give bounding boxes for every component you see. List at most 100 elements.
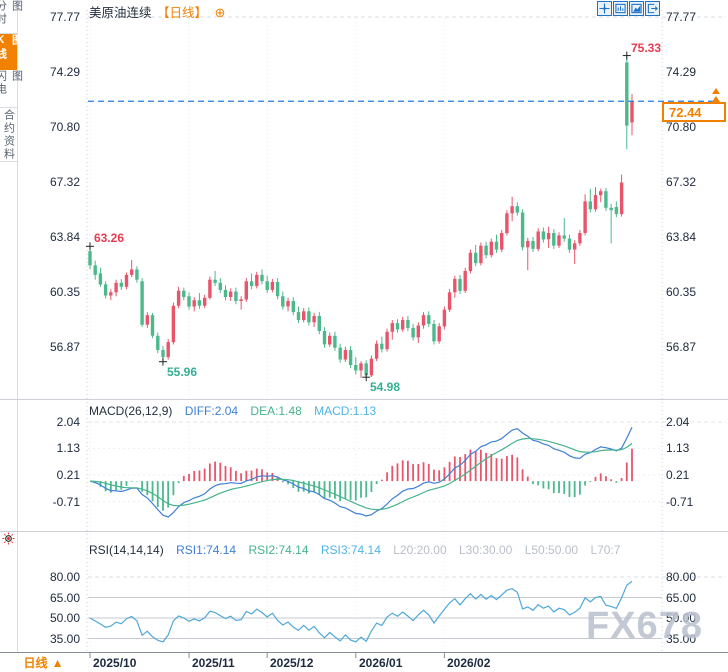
candle	[458, 278, 462, 291]
price-axis-label: 63.84	[49, 230, 80, 244]
candle	[333, 335, 337, 348]
price-annotation: 63.26	[94, 231, 125, 245]
candle	[442, 309, 447, 327]
candle	[447, 292, 452, 310]
candle	[171, 305, 176, 343]
rsi-axis-label: 50.00	[666, 611, 697, 625]
price-axis-label: 63.84	[666, 230, 697, 244]
macd-axis-label: 2.04	[56, 415, 80, 429]
macd-axis-label: -0.71	[666, 495, 694, 509]
candle	[369, 358, 374, 376]
period-selector[interactable]: 日线 ▲	[0, 653, 87, 672]
macd-axis-label: 1.13	[56, 441, 80, 455]
candle	[281, 296, 285, 307]
candle	[124, 274, 129, 287]
candle	[338, 347, 342, 360]
macd-axis-label: 1.13	[666, 441, 690, 455]
indicator-settings-icon[interactable]	[2, 532, 15, 545]
macd-dea-line	[89, 437, 633, 511]
candle	[150, 315, 155, 336]
candle	[103, 284, 108, 296]
macd-axis-label: 0.21	[666, 468, 690, 482]
candle	[567, 238, 572, 250]
macd-dea-value: DEA:1.48	[250, 404, 302, 418]
rsi1-value: RSI1:74.14	[176, 543, 237, 557]
candle	[474, 252, 478, 264]
candle	[526, 241, 530, 248]
candle	[244, 281, 248, 300]
candle	[182, 290, 186, 297]
candle	[135, 269, 139, 280]
price-axis-label: 67.32	[666, 175, 697, 189]
candle	[583, 201, 587, 233]
time-axis-line	[0, 652, 728, 653]
time-axis-label: 2026/02	[447, 656, 491, 670]
price-axis-label: 70.80	[666, 120, 697, 134]
period-dropdown-arrow: ▲	[51, 655, 64, 670]
candle	[307, 311, 311, 323]
candle	[166, 342, 170, 358]
candle	[432, 323, 436, 342]
candle	[385, 331, 389, 350]
time-axis-label: 2025/10	[93, 656, 137, 670]
candle	[130, 269, 134, 275]
last-price-tag: 72.44	[662, 102, 726, 122]
macd-diff-value: DIFF:2.04	[184, 404, 239, 418]
candle	[614, 207, 619, 215]
rsi-axis-label: 50.00	[49, 611, 80, 625]
candle	[573, 243, 577, 250]
pane-window-icon[interactable]	[613, 1, 628, 16]
candle	[390, 323, 394, 332]
price-axis-label: 67.32	[49, 175, 80, 189]
price-axis-label: 56.87	[49, 340, 80, 354]
period-tag[interactable]: 【日线】	[157, 6, 208, 20]
candle	[312, 316, 316, 323]
candle	[229, 291, 233, 297]
candle	[322, 331, 327, 345]
candle	[484, 245, 488, 256]
candle	[98, 273, 103, 285]
price-axis-label: 56.87	[666, 340, 697, 354]
price-axis-label: 60.35	[666, 285, 697, 299]
candle	[197, 300, 202, 306]
rsi-layer	[89, 580, 633, 643]
candle	[604, 191, 608, 208]
rsi-axis-label: 65.00	[49, 591, 80, 605]
candle	[286, 301, 290, 307]
macd-header: MACD(26,12,9) DIFF:2.04 DEA:1.48 MACD:1.…	[89, 404, 659, 418]
candle	[562, 235, 566, 239]
candle	[531, 241, 535, 249]
rsi-axis-label: 80.00	[666, 570, 697, 584]
crosshair-tool-icon[interactable]	[597, 1, 612, 16]
candle	[630, 101, 634, 123]
candle	[468, 252, 473, 271]
candle	[187, 296, 191, 307]
candle	[625, 62, 629, 126]
candle	[296, 312, 301, 320]
price-axis-label: 74.29	[666, 65, 697, 79]
candle	[156, 335, 160, 350]
candle	[192, 300, 196, 307]
macd-axis-label: 0.21	[56, 468, 80, 482]
candle	[364, 363, 368, 376]
price-axis-label: 60.35	[49, 285, 80, 299]
sidebar-item-contract-info[interactable]: 合约资料	[0, 108, 17, 162]
pane-exit-icon[interactable]	[645, 1, 660, 16]
candle	[437, 326, 441, 342]
price-axis-label: 70.80	[49, 120, 80, 134]
candle	[541, 231, 546, 240]
candle	[557, 235, 561, 246]
candle	[213, 279, 217, 283]
macd-title: MACD(26,12,9)	[89, 404, 173, 418]
candle	[302, 311, 306, 320]
candle	[114, 282, 118, 293]
chart-style-icon[interactable]	[629, 1, 644, 16]
rsi-axis-label: 65.00	[666, 591, 697, 605]
rsi-axis-label: 35.00	[49, 632, 80, 646]
add-indicator-icon[interactable]: ⊕	[214, 5, 226, 20]
candle	[348, 350, 353, 365]
candle	[223, 289, 228, 297]
candle	[489, 241, 493, 256]
